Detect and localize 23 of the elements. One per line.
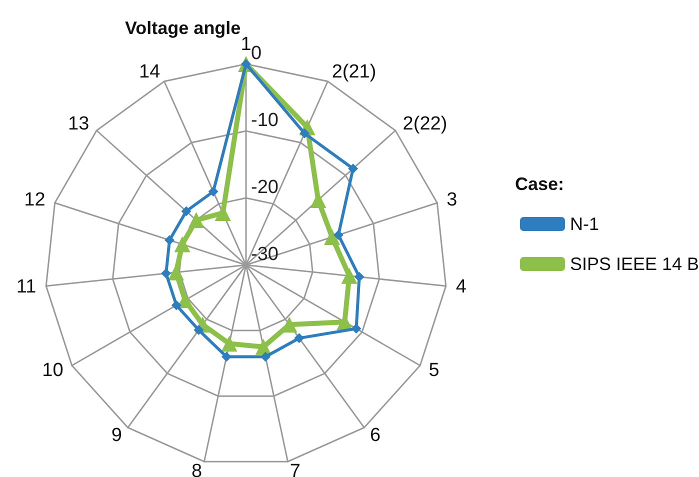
y-tick-label: -20 xyxy=(251,177,278,198)
legend-label: SIPS IEEE 14 B xyxy=(570,254,699,274)
spoke-label: 13 xyxy=(68,113,90,134)
spoke-label: 11 xyxy=(16,276,36,298)
spoke-label: 5 xyxy=(428,360,440,381)
spoke-label: 2(22) xyxy=(402,113,448,134)
spoke-label: 14 xyxy=(139,62,161,83)
chart-title: Voltage angle xyxy=(125,18,241,38)
spoke-label: 10 xyxy=(42,360,64,381)
spoke-label: 9 xyxy=(111,425,122,446)
spoke-label: 3 xyxy=(446,189,458,210)
spoke-label: 12 xyxy=(24,189,46,210)
legend-label: N-1 xyxy=(570,214,600,234)
spoke-label: 4 xyxy=(456,276,467,298)
legend-title: Case: xyxy=(515,174,564,194)
y-tick-label: 0 xyxy=(251,43,262,64)
spoke-label: 6 xyxy=(370,425,381,446)
spoke-label: 2(21) xyxy=(332,62,376,83)
y-tick-label: -10 xyxy=(251,110,278,131)
y-tick-label: -30 xyxy=(251,244,278,265)
spoke-label: 7 xyxy=(290,460,300,477)
spoke-label: 1 xyxy=(240,34,252,55)
spoke-label: 8 xyxy=(192,460,202,477)
